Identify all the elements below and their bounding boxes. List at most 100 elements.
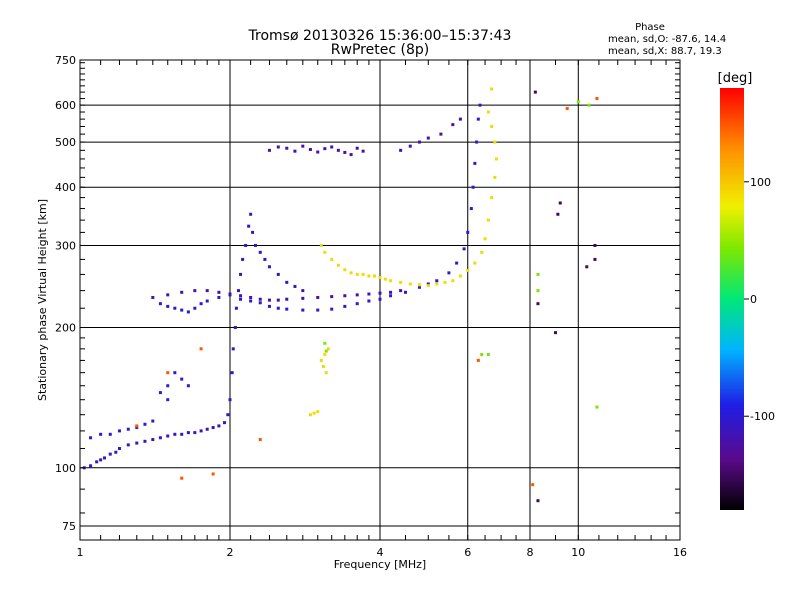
data-point [389, 279, 393, 283]
y-tick-label: 500 [55, 136, 76, 149]
data-point [343, 304, 347, 308]
data-point [469, 207, 473, 211]
data-point [486, 218, 490, 222]
data-point [258, 301, 262, 305]
data-point [308, 413, 312, 417]
data-point [323, 353, 327, 357]
data-point [135, 424, 139, 428]
data-point [343, 294, 347, 298]
data-point [267, 265, 271, 269]
data-point [166, 371, 170, 375]
data-point [217, 295, 221, 299]
data-point [173, 371, 177, 375]
data-point [180, 476, 184, 480]
data-point [494, 157, 498, 161]
data-point [180, 290, 184, 294]
data-point [451, 123, 455, 127]
data-point [151, 295, 155, 299]
x-tick-label: 2 [227, 546, 234, 559]
data-point [439, 132, 443, 136]
data-point [536, 302, 540, 306]
y-tick-label: 200 [55, 322, 76, 335]
data-point [253, 243, 257, 247]
stats-o-line: mean, sd,O: -87.6, 14.4 [608, 34, 726, 45]
data-point [319, 358, 323, 362]
data-point [367, 292, 371, 296]
data-point [323, 341, 327, 345]
data-point [373, 274, 377, 278]
data-point [343, 150, 347, 154]
data-point [301, 144, 305, 148]
data-point [558, 201, 562, 205]
data-point [576, 100, 580, 104]
stats-header: Phase [635, 22, 665, 33]
data-point [389, 294, 393, 298]
y-tick-label: 75 [62, 520, 76, 533]
data-point [486, 110, 490, 114]
data-point [276, 306, 280, 310]
data-point [490, 87, 494, 91]
data-point [258, 438, 262, 442]
data-point [276, 145, 280, 149]
data-point [166, 293, 170, 297]
data-point [476, 117, 480, 121]
data-point [383, 277, 387, 281]
data-point [553, 331, 557, 335]
data-point [223, 421, 227, 425]
data-point [473, 261, 477, 265]
data-point [447, 271, 451, 275]
y-tick-label: 600 [55, 99, 76, 112]
data-point [323, 147, 327, 151]
data-point [205, 289, 209, 293]
data-point [316, 308, 320, 312]
data-point [435, 282, 439, 286]
data-point [478, 103, 482, 107]
data-point [349, 153, 353, 157]
data-point [205, 299, 209, 303]
data-point [471, 185, 475, 189]
data-point [135, 441, 139, 445]
data-point [95, 460, 99, 464]
data-point [417, 285, 421, 289]
data-point [455, 261, 459, 265]
data-point [211, 426, 215, 430]
data-point [480, 353, 484, 357]
data-point [378, 291, 382, 295]
data-point [593, 243, 597, 247]
data-point [143, 422, 147, 426]
data-point [241, 257, 245, 261]
data-point [451, 279, 455, 283]
data-point [226, 413, 230, 417]
data-point [533, 90, 537, 94]
data-point [249, 299, 253, 303]
data-point [143, 439, 147, 443]
data-point [117, 447, 121, 451]
data-point [330, 307, 334, 311]
data-point [166, 304, 170, 308]
data-point [239, 297, 243, 301]
data-point [173, 432, 177, 436]
data-point [285, 146, 289, 150]
data-point [89, 436, 93, 440]
data-point [276, 298, 280, 302]
data-point [276, 272, 280, 276]
data-point [556, 212, 560, 216]
data-point [321, 364, 325, 368]
data-point [587, 103, 591, 107]
data-point [199, 429, 203, 433]
data-point [324, 371, 328, 375]
data-point [466, 269, 470, 273]
y-tick-label: 100 [55, 462, 76, 475]
data-point [239, 294, 243, 298]
data-point [99, 432, 103, 436]
data-point [230, 371, 234, 375]
data-point [199, 302, 203, 306]
data-point [234, 306, 238, 310]
data-point [151, 419, 155, 423]
x-tick-label: 10 [571, 546, 585, 559]
data-point [408, 282, 412, 286]
data-point [486, 353, 490, 357]
data-point [117, 429, 121, 433]
data-point [323, 250, 327, 254]
data-point [166, 398, 170, 402]
